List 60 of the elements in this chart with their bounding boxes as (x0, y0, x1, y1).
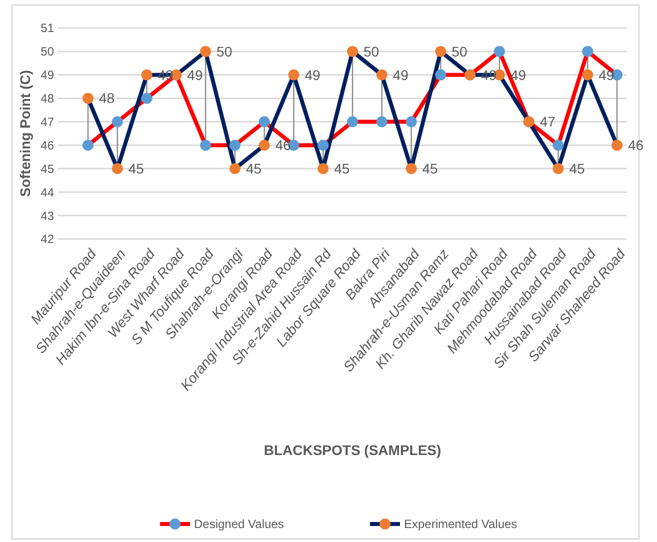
data-label: 45 (128, 160, 144, 177)
data-label: 49 (510, 66, 526, 83)
point (141, 69, 152, 80)
data-label: 49 (392, 66, 409, 83)
point (258, 140, 270, 151)
point (82, 140, 94, 151)
point (406, 116, 417, 128)
y-tick-label: 47 (40, 114, 54, 129)
point (435, 69, 446, 80)
point (552, 140, 564, 151)
point (318, 163, 329, 174)
data-label: 50 (216, 43, 232, 60)
point (347, 46, 358, 57)
data-label: 49 (481, 66, 497, 83)
y-tick-label: 44 (40, 185, 54, 200)
data-label: 48 (99, 90, 115, 106)
legend-label: Designed Values (194, 517, 284, 532)
y-tick-label: 51 (40, 21, 54, 36)
point (258, 116, 270, 128)
point (200, 140, 212, 151)
y-tick-label: 46 (40, 138, 54, 152)
y-tick-label: 49 (40, 68, 54, 82)
point (288, 69, 300, 80)
point (112, 163, 123, 174)
data-label: 46 (628, 137, 644, 154)
point (82, 92, 94, 104)
y-axis-title: Softening Point (C) (17, 70, 33, 197)
point (376, 116, 388, 128)
data-label: 45 (246, 160, 262, 177)
point (141, 92, 152, 104)
point (376, 69, 388, 80)
data-label: 49 (187, 66, 203, 83)
point (494, 46, 505, 57)
legend-label: Experimented Values (404, 517, 518, 532)
point (347, 116, 358, 128)
y-tick-label: 42 (40, 232, 54, 246)
point (435, 46, 446, 57)
point (612, 140, 622, 151)
data-label: 50 (452, 43, 468, 60)
data-label: 49 (304, 66, 321, 83)
point (200, 46, 212, 57)
point (582, 69, 594, 80)
data-label: 50 (364, 43, 380, 60)
y-tick-label: 43 (40, 208, 54, 223)
x-axis-title: BLACKSPOTS (SAMPLES) (264, 442, 442, 458)
point (318, 140, 329, 151)
point (582, 46, 594, 57)
point (552, 163, 564, 174)
point (229, 163, 240, 174)
data-label: 45 (334, 160, 350, 177)
y-tick-label: 45 (40, 162, 54, 176)
y-tick-label: 50 (40, 44, 54, 59)
data-label: 49 (158, 66, 174, 83)
data-label: 47 (540, 114, 556, 130)
point (112, 116, 123, 128)
data-label: 45 (422, 160, 438, 177)
point (406, 163, 417, 174)
data-label: 45 (569, 160, 586, 177)
point (229, 140, 240, 151)
y-tick-label: 48 (40, 92, 54, 106)
